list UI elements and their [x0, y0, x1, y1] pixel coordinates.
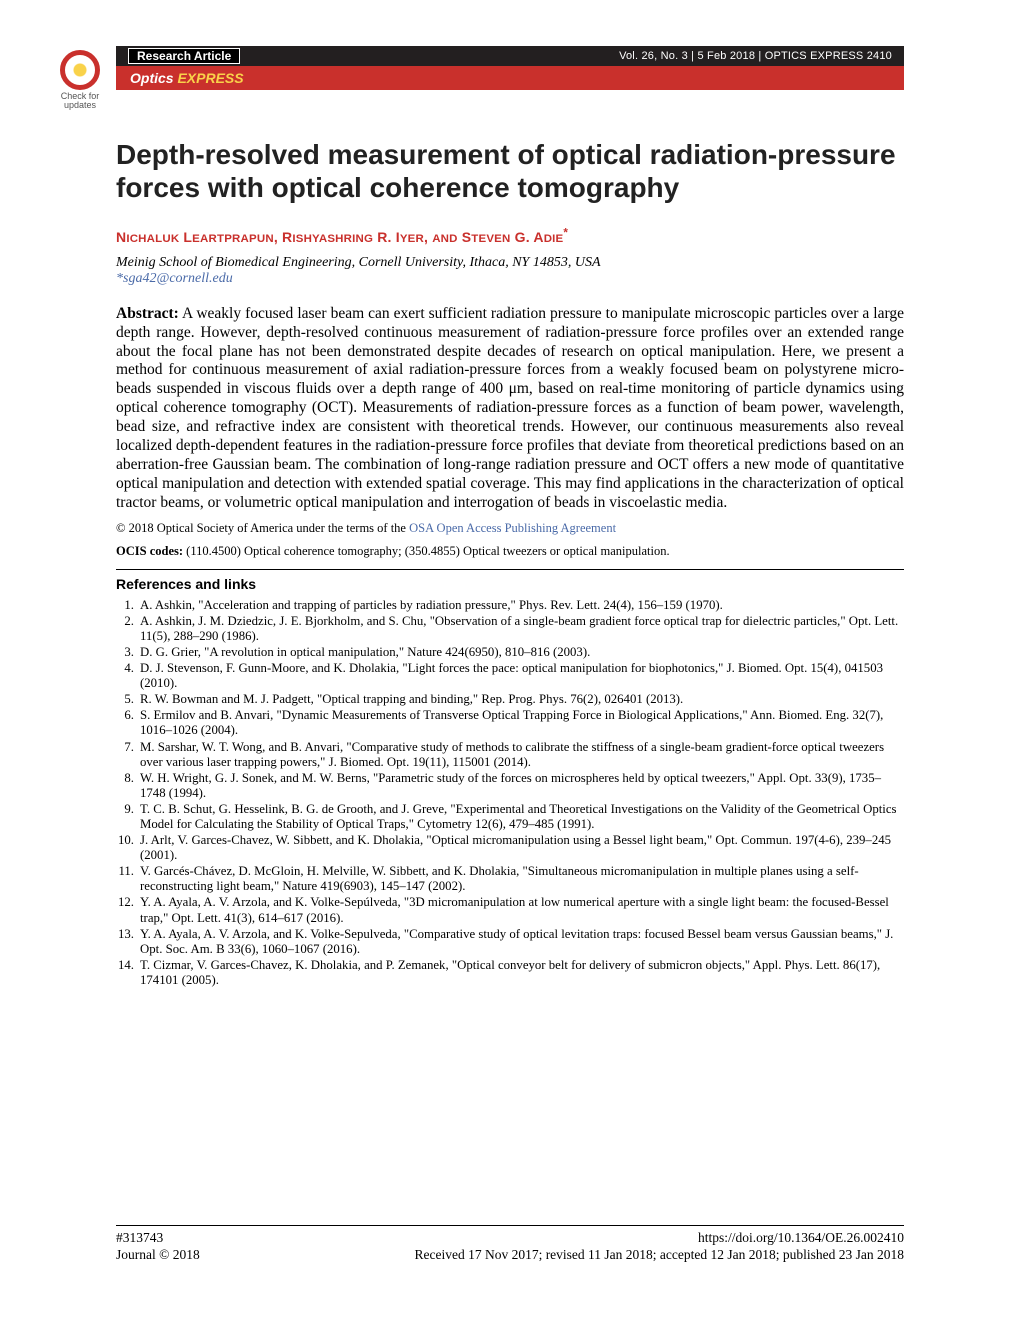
ref-num: 4. [116, 661, 140, 691]
ref-text: M. Sarshar, W. T. Wong, and B. Anvari, "… [140, 740, 904, 770]
ref-num: 1. [116, 598, 140, 613]
crossmark-badge[interactable]: Check for updates [55, 50, 105, 111]
crossmark-label: Check for updates [55, 92, 105, 111]
ocis-text: (110.4500) Optical coherence tomography;… [183, 544, 670, 558]
header-block: Research Article Vol. 26, No. 3 | 5 Feb … [116, 46, 904, 90]
publication-dates: Received 17 Nov 2017; revised 11 Jan 201… [414, 1247, 904, 1264]
manuscript-id: #313743 [116, 1230, 163, 1247]
doi-link[interactable]: https://doi.org/10.1364/OE.26.002410 [698, 1230, 904, 1247]
reference-item: 1.A. Ashkin, "Acceleration and trapping … [116, 598, 904, 613]
ref-text: T. C. B. Schut, G. Hesselink, B. G. de G… [140, 802, 904, 832]
ref-text: J. Arlt, V. Garces-Chavez, W. Sibbett, a… [140, 833, 904, 863]
reference-item: 2.A. Ashkin, J. M. Dziedzic, J. E. Bjork… [116, 614, 904, 644]
ref-text: D. G. Grier, "A revolution in optical ma… [140, 645, 904, 660]
osa-agreement-link[interactable]: OSA Open Access Publishing Agreement [409, 521, 616, 535]
affiliation: Meinig School of Biomedical Engineering,… [116, 255, 904, 271]
ref-num: 5. [116, 692, 140, 707]
ref-text: Y. A. Ayala, A. V. Arzola, and K. Volke-… [140, 895, 904, 925]
ref-text: D. J. Stevenson, F. Gunn-Moore, and K. D… [140, 661, 904, 691]
article-title: Depth-resolved measurement of optical ra… [116, 138, 904, 204]
brand-prefix: Optics [130, 70, 177, 86]
authors: NICHALUK LEARTPRAPUN, RISHYASHRING R. IY… [116, 226, 904, 245]
ref-text: T. Cizmar, V. Garces-Chavez, K. Dholakia… [140, 958, 904, 988]
ref-text: S. Ermilov and B. Anvari, "Dynamic Measu… [140, 708, 904, 738]
ref-num: 2. [116, 614, 140, 644]
ref-num: 7. [116, 740, 140, 770]
ref-num: 3. [116, 645, 140, 660]
reference-item: 8.W. H. Wright, G. J. Sonek, and M. W. B… [116, 771, 904, 801]
authors-text: NICHALUK LEARTPRAPUN, RISHYASHRING R. IY… [116, 229, 568, 245]
references-heading: References and links [116, 576, 904, 592]
journal-brand: Optics EXPRESS [130, 70, 244, 86]
copyright-text: © 2018 Optical Society of America under … [116, 521, 409, 535]
reference-item: 13.Y. A. Ayala, A. V. Arzola, and K. Vol… [116, 927, 904, 957]
ref-num: 8. [116, 771, 140, 801]
copyright-line: © 2018 Optical Society of America under … [116, 521, 904, 536]
brand-stripe: Optics EXPRESS [116, 66, 904, 90]
reference-item: 7.M. Sarshar, W. T. Wong, and B. Anvari,… [116, 740, 904, 770]
ref-num: 9. [116, 802, 140, 832]
ref-num: 12. [116, 895, 140, 925]
ref-text: A. Ashkin, J. M. Dziedzic, J. E. Bjorkho… [140, 614, 904, 644]
ocis-label: OCIS codes: [116, 544, 183, 558]
ref-text: Y. A. Ayala, A. V. Arzola, and K. Volke-… [140, 927, 904, 957]
ref-num: 11. [116, 864, 140, 894]
ref-num: 10. [116, 833, 140, 863]
reference-item: 11.V. Garcés-Chávez, D. McGloin, H. Melv… [116, 864, 904, 894]
footer-rule [116, 1225, 904, 1226]
separator-rule [116, 569, 904, 570]
references-list: 1.A. Ashkin, "Acceleration and trapping … [116, 598, 904, 988]
abstract-label: Abstract: [116, 305, 179, 322]
page-footer: #313743 https://doi.org/10.1364/OE.26.00… [116, 1225, 904, 1264]
ref-text: V. Garcés-Chávez, D. McGloin, H. Melvill… [140, 864, 904, 894]
header-volume-info: Vol. 26, No. 3 | 5 Feb 2018 | OPTICS EXP… [240, 50, 892, 62]
corresponding-email[interactable]: *sga42@cornell.edu [116, 271, 904, 287]
abstract: Abstract: A weakly focused laser beam ca… [116, 305, 904, 513]
badge-line2: updates [64, 100, 96, 110]
footer-row-2: Journal © 2018 Received 17 Nov 2017; rev… [116, 1247, 904, 1264]
reference-item: 9.T. C. B. Schut, G. Hesselink, B. G. de… [116, 802, 904, 832]
reference-item: 6.S. Ermilov and B. Anvari, "Dynamic Mea… [116, 708, 904, 738]
footer-row-1: #313743 https://doi.org/10.1364/OE.26.00… [116, 1230, 904, 1247]
ref-text: R. W. Bowman and M. J. Padgett, "Optical… [140, 692, 904, 707]
ref-text: W. H. Wright, G. J. Sonek, and M. W. Ber… [140, 771, 904, 801]
page: Check for updates Research Article Vol. … [0, 0, 1020, 1320]
reference-item: 4.D. J. Stevenson, F. Gunn-Moore, and K.… [116, 661, 904, 691]
ref-text: A. Ashkin, "Acceleration and trapping of… [140, 598, 904, 613]
abstract-text: A weakly focused laser beam can exert su… [116, 305, 904, 511]
reference-item: 12.Y. A. Ayala, A. V. Arzola, and K. Vol… [116, 895, 904, 925]
ref-num: 14. [116, 958, 140, 988]
journal-copyright: Journal © 2018 [116, 1247, 200, 1264]
brand-suffix: EXPRESS [177, 70, 243, 86]
ref-num: 13. [116, 927, 140, 957]
header-stripe: Research Article Vol. 26, No. 3 | 5 Feb … [116, 46, 904, 66]
reference-item: 14.T. Cizmar, V. Garces-Chavez, K. Dhola… [116, 958, 904, 988]
reference-item: 3.D. G. Grier, "A revolution in optical … [116, 645, 904, 660]
ocis-codes: OCIS codes: (110.4500) Optical coherence… [116, 544, 904, 559]
reference-item: 5.R. W. Bowman and M. J. Padgett, "Optic… [116, 692, 904, 707]
crossmark-icon [60, 50, 100, 90]
reference-item: 10.J. Arlt, V. Garces-Chavez, W. Sibbett… [116, 833, 904, 863]
ref-num: 6. [116, 708, 140, 738]
article-type-badge: Research Article [128, 48, 240, 64]
